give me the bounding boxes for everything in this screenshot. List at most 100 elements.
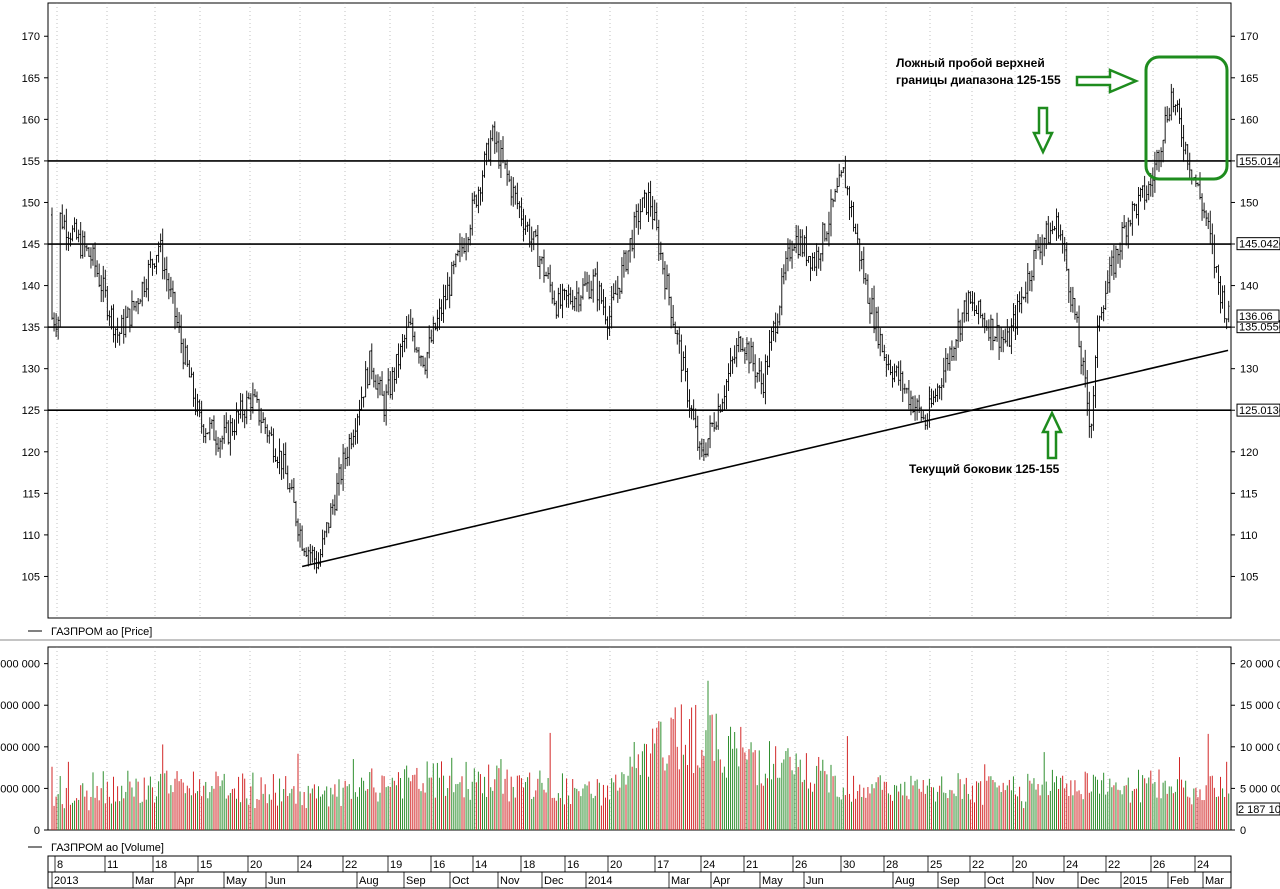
day-label: 18 xyxy=(523,859,535,871)
price-tick-label: 140 xyxy=(22,281,40,293)
day-label: 11 xyxy=(107,859,118,871)
level-label-box xyxy=(1236,237,1280,251)
day-label: 24 xyxy=(703,859,715,871)
month-label: 2014 xyxy=(588,875,612,887)
price-tick-label: 110 xyxy=(22,530,40,542)
month-label: Jun xyxy=(806,875,824,887)
volume-tick-label: 000 000 xyxy=(0,783,40,795)
day-label: 8 xyxy=(57,859,63,871)
month-label: Mar xyxy=(135,875,154,887)
day-label: 24 xyxy=(300,859,312,871)
month-label: Oct xyxy=(987,875,1004,887)
price-tick-label: 110 xyxy=(1240,530,1258,542)
day-label: 17 xyxy=(657,859,669,871)
last-volume-text: 2 187 10 xyxy=(1238,804,1280,816)
false-breakout-box xyxy=(1144,55,1229,181)
month-label: Aug xyxy=(895,875,915,887)
month-label: Feb xyxy=(1170,875,1189,887)
month-label: Mar xyxy=(1205,875,1224,887)
volume-legend: ГАЗПРОМ ао [Volume] xyxy=(51,842,164,854)
volume-tick-label: 0 xyxy=(1240,825,1246,837)
month-label: Nov xyxy=(500,875,520,887)
price-legend: ГАЗПРОМ ао [Price] xyxy=(51,626,152,638)
day-label: 16 xyxy=(433,859,445,871)
day-label: 20 xyxy=(610,859,622,871)
price-tick-label: 120 xyxy=(1240,447,1258,459)
month-label: Sep xyxy=(406,875,426,887)
price-tick-label: 150 xyxy=(22,197,40,209)
last-volume-label: 2 187 10 xyxy=(1236,802,1280,816)
time-axis-labels: 8 11 18 15 20 24 22 19 16 14 18 16 20 17 24 21 26 30 28 25 2… xyxy=(51,856,1224,888)
range-annotation-text: Текущий боковик 125-155 xyxy=(909,462,1060,476)
day-label: 22 xyxy=(972,859,984,871)
day-label: 26 xyxy=(795,859,807,871)
day-label: 18 xyxy=(155,859,167,871)
volume-tick-label: 20 000 000 xyxy=(1240,659,1280,671)
day-label: 25 xyxy=(930,859,942,871)
volume-panel-frame xyxy=(47,646,1232,831)
day-label: 26 xyxy=(1153,859,1165,871)
volume-axis-ticks: 0 0 5 000 000 000 000 10 000 000 000 000 15 00… xyxy=(0,659,1280,837)
month-label: Aug xyxy=(359,875,379,887)
price-panel-frame xyxy=(47,2,1232,619)
month-label: 2015 xyxy=(1123,875,1147,887)
price-tick-label: 115 xyxy=(1240,488,1258,500)
price-bars xyxy=(51,83,1230,574)
month-label: Dec xyxy=(1080,875,1100,887)
day-label: 24 xyxy=(1197,859,1209,871)
price-tick-label: 130 xyxy=(1240,364,1258,376)
price-tick-label: 115 xyxy=(22,488,40,500)
day-label: 14 xyxy=(475,859,487,871)
price-axis-ticks: 1051051101101151151201201251251301301351… xyxy=(22,31,1259,583)
month-label: Nov xyxy=(1035,875,1055,887)
range-levels xyxy=(48,160,1231,412)
day-label: 16 xyxy=(567,859,579,871)
volume-tick-label: 10 000 000 xyxy=(1240,742,1280,754)
volume-tick-label: 000 000 xyxy=(0,659,40,671)
level-label-box xyxy=(1236,154,1280,168)
month-label: Dec xyxy=(544,875,564,887)
up-arrow-icon xyxy=(1041,410,1063,460)
month-label: Apr xyxy=(713,875,730,887)
price-tick-label: 120 xyxy=(22,447,40,459)
day-label: 30 xyxy=(843,859,855,871)
false-breakout-annotation: Ложный пробой верхней границы диапазона … xyxy=(896,55,1229,181)
volume-tick-label: 0 xyxy=(34,825,40,837)
false-breakout-text-2: границы диапазона 125-155 xyxy=(896,73,1061,87)
price-tick-label: 125 xyxy=(22,405,40,417)
day-label: 28 xyxy=(886,859,898,871)
price-vertical-grid xyxy=(56,3,1198,618)
price-tick-label: 165 xyxy=(1240,73,1258,85)
price-tick-label: 150 xyxy=(1240,197,1258,209)
volume-tick-label: 000 000 xyxy=(0,742,40,754)
volume-tick-label: 000 000 xyxy=(0,700,40,712)
level-label: 145.0420 xyxy=(1239,239,1280,251)
day-label: 22 xyxy=(1108,859,1120,871)
price-tick-label: 160 xyxy=(1240,114,1258,126)
last-price-label: 136.06 xyxy=(1236,309,1280,323)
price-tick-label: 105 xyxy=(1240,571,1258,583)
month-label: Apr xyxy=(177,875,194,887)
volume-tick-label: 15 000 000 xyxy=(1240,700,1280,712)
level-label-box xyxy=(1236,403,1280,417)
price-tick-label: 105 xyxy=(22,571,40,583)
price-tick-label: 170 xyxy=(1240,31,1258,43)
month-label: Mar xyxy=(671,875,690,887)
day-label: 15 xyxy=(200,859,212,871)
price-tick-label: 135 xyxy=(22,322,40,334)
volume-bars xyxy=(51,680,1230,830)
day-label: 20 xyxy=(1015,859,1027,871)
day-label: 19 xyxy=(390,859,402,871)
price-tick-label: 145 xyxy=(22,239,40,251)
price-tick-label: 170 xyxy=(22,31,40,43)
price-tick-label: 130 xyxy=(22,364,40,376)
day-label: 22 xyxy=(345,859,357,871)
month-label: Sep xyxy=(940,875,960,887)
down-arrow-icon xyxy=(1032,106,1054,155)
range-annotation: Текущий боковик 125-155 xyxy=(909,410,1063,476)
right-arrow-icon xyxy=(1075,68,1140,94)
day-label: 20 xyxy=(250,859,262,871)
